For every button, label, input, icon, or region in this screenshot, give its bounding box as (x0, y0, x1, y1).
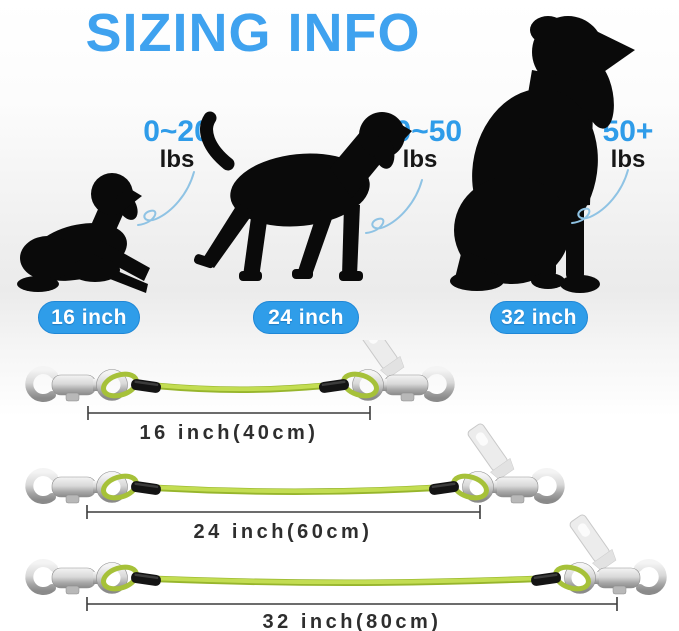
length-label-32-inch: 32 inch(80cm) (263, 611, 442, 631)
measurement-16-inch: 16 inch(40cm) (87, 406, 371, 444)
curl-pointer-line-small (137, 171, 195, 226)
tie-out-cable-16-inch: 16 inch(40cm) (29, 340, 450, 444)
size-badge-24-inch: 24 inch (253, 301, 359, 334)
weight-label-small: 0~20 lbs (107, 115, 247, 173)
page-title: SIZING INFO (85, 3, 421, 63)
weight-unit-small: lbs (159, 146, 195, 173)
measurement-24-inch: 24 inch(60cm) (86, 505, 481, 543)
large-dog-silhouette (450, 16, 635, 293)
weight-range-small: 0~20 (143, 115, 211, 148)
curl-pointer-line-large (571, 169, 629, 224)
size-badge-32-inch: 32 inch (490, 301, 588, 334)
medium-dog-silhouette (193, 111, 412, 281)
length-label-16-inch: 16 inch(40cm) (140, 422, 319, 444)
curl-pointer-lines (137, 169, 629, 234)
tie-out-cable-32-inch: 32 inch(80cm) (29, 511, 662, 631)
weight-label-large: 50+ lbs (558, 117, 679, 173)
cable-products-panel: 16 inch(40cm) 24 inch(60cm) (0, 340, 679, 631)
tie-out-cable-24-inch: 24 inch(60cm) (29, 420, 560, 543)
length-label-24-inch: 24 inch(60cm) (194, 521, 373, 543)
measurement-32-inch: 32 inch(80cm) (86, 597, 618, 631)
seatbelt-tab-icon (463, 420, 517, 482)
weight-unit-medium: lbs (402, 146, 438, 173)
curl-pointer-line-medium (365, 179, 423, 234)
size-badge-16-inch: 16 inch (38, 301, 140, 334)
seatbelt-tab-icon (565, 511, 619, 573)
dog-silhouettes-panel (17, 16, 635, 293)
weight-unit-large: lbs (610, 146, 646, 173)
small-dog-silhouette (17, 173, 150, 293)
